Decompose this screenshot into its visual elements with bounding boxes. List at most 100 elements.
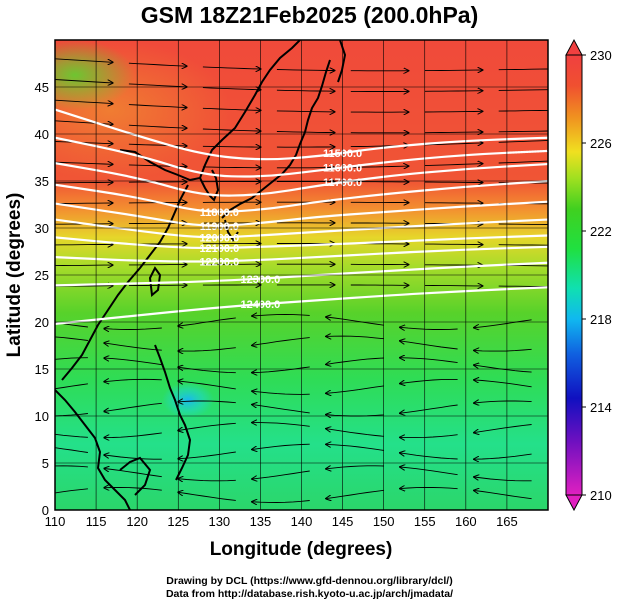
streamline-117	[104, 402, 162, 411]
streamline-85	[400, 327, 458, 329]
streamline-19	[424, 111, 483, 112]
field-cold-spot	[162, 382, 214, 418]
contour-labels: 11500.011600.011700.011800.011900.012000…	[199, 148, 362, 311]
colorbar-top-triangle	[565, 38, 583, 56]
streamline-126	[474, 453, 532, 459]
streamline-91	[474, 349, 532, 351]
streamline-5	[424, 70, 483, 71]
streamline-101	[252, 366, 310, 373]
streamline-111	[55, 383, 88, 390]
streamline-113	[400, 404, 458, 413]
streamline-7	[55, 79, 113, 83]
y-tick-label-10: 10	[35, 409, 49, 424]
streamline-3	[276, 70, 335, 71]
streamline-10	[276, 90, 335, 91]
streamline-49	[55, 203, 113, 204]
streamline-140	[474, 491, 532, 500]
streamlines	[55, 58, 548, 503]
x-tick-label-120: 120	[126, 514, 148, 529]
streamline-115	[252, 405, 310, 414]
x-tick-label-130: 130	[208, 514, 230, 529]
streamline-54	[424, 203, 483, 204]
streamline-104	[55, 357, 88, 360]
streamline-129	[252, 443, 310, 449]
streamline-14	[55, 99, 113, 103]
contour-line-12200.0	[55, 245, 548, 263]
streamline-68	[424, 244, 483, 245]
streamline-37	[202, 167, 261, 168]
contour-line-12100.0	[55, 234, 548, 250]
streamline-89	[104, 328, 162, 330]
streamline-40	[424, 164, 483, 166]
colorbar-tick-label-226: 226	[590, 136, 612, 151]
streamline-131	[104, 455, 162, 460]
streamline-47	[424, 182, 483, 183]
contour-line-11600.0	[55, 136, 548, 178]
streamline-122	[252, 423, 310, 427]
y-tick-label-0: 0	[42, 503, 49, 518]
coastlines	[55, 40, 347, 510]
coast-japan	[221, 59, 331, 219]
streamline-132	[55, 447, 88, 453]
streamline-84	[474, 319, 532, 328]
streamline-124	[104, 432, 162, 438]
streamline-39	[350, 166, 409, 167]
contour-line-11900.0	[55, 200, 548, 227]
streamline-92	[400, 341, 458, 350]
y-tick-labels: 0 5 10 15 20 25 30 35 40 45	[35, 80, 49, 518]
contour-line-12000.0	[55, 218, 548, 239]
streamline-82	[424, 285, 483, 286]
y-axis-label: Latitude (degrees)	[4, 193, 25, 358]
y-tick-label-25: 25	[35, 268, 49, 283]
streamline-136	[252, 470, 310, 479]
streamline-125	[55, 433, 88, 438]
x-tick-label-115: 115	[86, 514, 107, 529]
streamline-120	[400, 434, 458, 438]
streamline-139	[55, 465, 88, 468]
y-tick-label-5: 5	[42, 456, 49, 471]
plot-frame	[54, 39, 549, 511]
x-tick-label-125: 125	[167, 514, 189, 529]
x-tick-label-110: 110	[45, 514, 66, 529]
coast-korea	[199, 169, 220, 202]
streamline-112	[474, 401, 532, 403]
streamline-137	[178, 479, 236, 481]
x-tick-label-135: 135	[250, 514, 272, 529]
streamline-87	[252, 315, 310, 317]
streamline-63	[55, 244, 113, 245]
coast-asia	[119, 40, 301, 182]
contour-line-12300.0	[55, 261, 548, 287]
colorbar-ticks: 210 214 218 222 226 230	[582, 48, 612, 503]
streamline-6	[498, 68, 548, 71]
streamline-97	[55, 336, 88, 341]
streamline-110	[104, 379, 162, 381]
streamline-34	[498, 139, 548, 143]
colorbar-body	[565, 54, 583, 496]
contour-line-11700.0	[55, 162, 548, 197]
streamline-15	[128, 104, 187, 108]
field-green-northwest	[55, 40, 135, 110]
coast-china	[61, 184, 189, 381]
contour-line-11500.0	[55, 108, 548, 161]
streamline-119	[474, 424, 532, 433]
streamline-127	[400, 453, 458, 460]
streamline-134	[400, 467, 458, 476]
streamline-94	[252, 337, 310, 346]
x-tick-label-165: 165	[496, 514, 518, 529]
y-tick-label-30: 30	[35, 221, 49, 236]
streamline-0	[55, 58, 113, 63]
streamline-41	[498, 160, 548, 164]
y-tick-label-35: 35	[35, 174, 49, 189]
streamline-17	[276, 111, 335, 112]
streamline-144	[178, 492, 236, 501]
streamline-2	[202, 67, 261, 69]
streamline-123	[178, 422, 236, 430]
streamline-105	[474, 380, 532, 388]
streamline-62	[498, 223, 548, 225]
streamline-116	[178, 401, 236, 403]
streamline-130	[178, 451, 236, 459]
streamline-107	[326, 385, 384, 393]
streamline-108	[252, 391, 310, 395]
credits-line-2: Data from http://database.rish.kyoto-u.a…	[165, 588, 454, 600]
